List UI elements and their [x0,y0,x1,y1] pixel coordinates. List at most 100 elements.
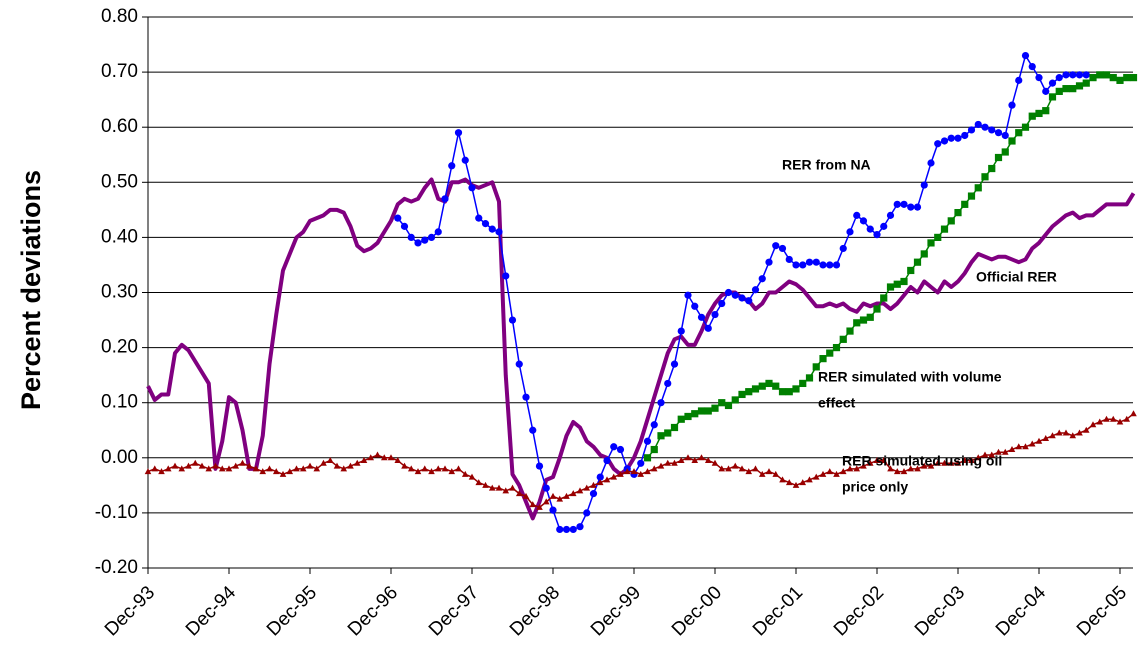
point [994,129,1003,137]
point [495,484,503,491]
point [657,432,665,440]
point [1035,109,1043,118]
point [569,490,577,497]
point [698,454,705,461]
point [900,277,908,286]
point [731,462,739,469]
point [907,266,915,275]
point [590,481,597,488]
point [738,390,746,399]
point [1096,71,1104,79]
annotation: RER from NA [782,157,871,173]
point [495,228,503,236]
point [266,465,273,472]
series [144,410,1137,510]
point [819,261,827,269]
point [232,462,240,469]
point [657,462,665,469]
point [1028,112,1036,120]
point [259,468,267,475]
point [394,457,402,464]
point [684,291,692,299]
point [1055,429,1063,436]
point [940,225,949,233]
point [988,126,996,134]
point [805,258,814,266]
point [1008,446,1016,453]
point [1028,440,1036,447]
point [468,184,476,192]
point [947,134,955,142]
point [1082,426,1090,433]
point [792,385,800,393]
point [974,454,982,461]
point [1082,71,1090,79]
point [1102,71,1111,79]
point [751,286,760,294]
point [286,468,294,475]
point [623,468,631,475]
point [860,462,867,469]
point [968,457,975,464]
point [765,468,773,475]
point [347,462,354,469]
point [832,261,841,269]
point [812,258,820,266]
y-tick-label: -0.20 [95,557,138,578]
point [677,457,685,464]
point [340,465,348,472]
point [758,470,766,477]
point [563,492,570,499]
point [940,137,949,145]
point [792,261,800,269]
y-tick-label: 0.00 [101,447,138,468]
point [954,459,962,466]
point [461,156,469,164]
point [913,203,922,211]
point [279,470,287,477]
point [401,462,408,469]
point [785,388,793,396]
point [826,468,834,475]
point [400,222,409,230]
point [482,481,489,488]
x-tick-label: Dec-02 [830,582,888,640]
point [1082,79,1090,87]
point [1069,85,1077,93]
point [900,200,908,208]
point [1028,62,1036,71]
point [671,459,678,466]
point [569,525,577,534]
annotation: Official RER [976,269,1057,285]
point [151,465,159,472]
point [1116,76,1124,84]
point [785,255,793,264]
point [421,465,429,472]
point [724,401,733,410]
x-tick-label: Dec-95 [263,582,321,640]
point [1089,74,1097,82]
point [502,272,510,280]
point [920,462,928,469]
point [927,462,935,469]
point [1015,443,1023,450]
point [934,459,942,466]
point [394,214,402,222]
point [205,465,213,472]
point [583,509,591,517]
point [772,470,780,477]
point [974,120,982,129]
point [1123,74,1131,82]
point [1048,79,1057,87]
point [515,360,523,368]
point [974,184,982,192]
point [792,481,800,488]
point [529,501,537,508]
point [745,297,753,305]
point [515,490,523,497]
point [536,503,543,510]
point [657,399,665,407]
point [562,525,571,534]
point [1076,429,1083,436]
point [1021,51,1030,60]
